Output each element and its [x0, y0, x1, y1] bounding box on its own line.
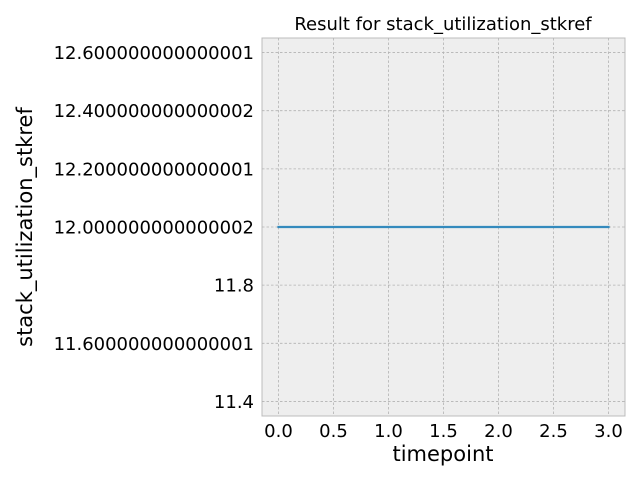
- y-tick-label: 11.600000000000001: [54, 334, 254, 355]
- x-tick-label: 0.0: [264, 421, 293, 442]
- x-tick-label: 3.0: [594, 421, 623, 442]
- x-tick-label: 2.5: [539, 421, 568, 442]
- x-axis-label: timepoint: [392, 442, 493, 466]
- y-tick-label: 12.200000000000001: [54, 159, 254, 180]
- x-tick-label: 0.5: [319, 421, 348, 442]
- y-tick-label: 11.8: [214, 276, 254, 297]
- y-tick-label: 12.000000000000002: [54, 218, 254, 239]
- x-tick-labels: 0.0 0.5 1.0 1.5 2.0 2.5 3.0: [264, 421, 623, 442]
- x-tick-label: 1.0: [374, 421, 403, 442]
- y-axis-label: stack_utilization_stkref: [13, 107, 38, 347]
- y-tick-labels: 11.4 11.600000000000001 11.8 12.00000000000…: [54, 43, 254, 413]
- x-tick-label: 1.5: [429, 421, 458, 442]
- x-tick-label: 2.0: [484, 421, 513, 442]
- y-tick-label: 11.4: [214, 392, 254, 413]
- y-tick-label: 12.400000000000002: [54, 101, 254, 122]
- chart-title: Result for stack_utilization_stkref: [294, 14, 592, 35]
- y-tick-label: 12.600000000000001: [54, 43, 254, 64]
- grid-layer: [262, 38, 625, 416]
